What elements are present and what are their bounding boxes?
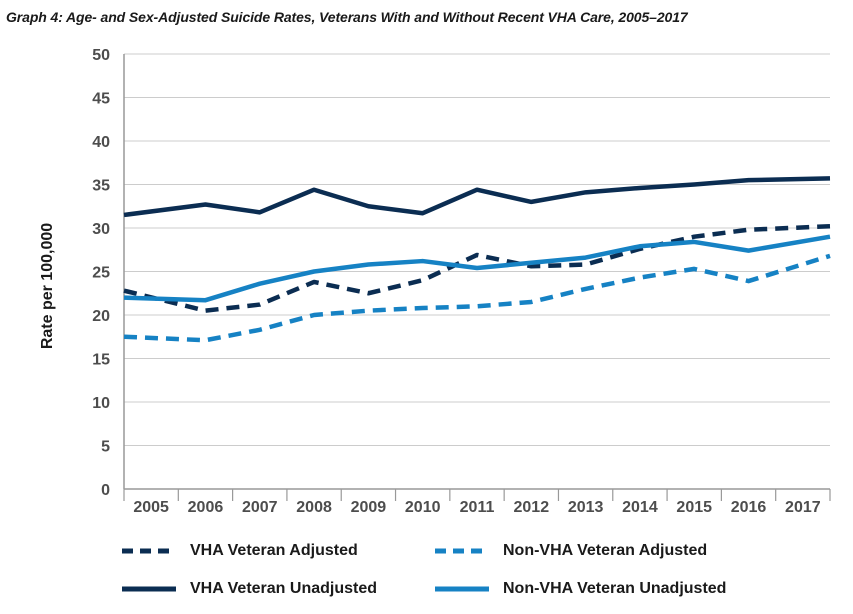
y-tick-label: 30	[92, 221, 110, 238]
x-tick-label: 2013	[568, 499, 604, 516]
legend-swatch-dashed-navy	[122, 548, 176, 554]
series-lines	[123, 176, 831, 343]
y-tick-label: 45	[92, 91, 110, 108]
legend-swatch-solid-navy	[122, 586, 176, 592]
legend-label: Non-VHA Veteran Adjusted	[503, 542, 708, 559]
x-tick-label: 2016	[731, 499, 767, 516]
y-tick-label: 15	[92, 352, 110, 369]
x-tick-label: 2006	[188, 499, 224, 516]
x-tick-label: 2017	[785, 499, 821, 516]
legend-item-vha-adjusted: VHA Veteran Adjusted	[120, 537, 358, 565]
y-tick-label: 20	[92, 308, 110, 325]
legend-label: Non-VHA Veteran Unadjusted	[503, 580, 727, 597]
y-tick-label: 35	[92, 178, 110, 195]
y-tick-label: 25	[92, 265, 110, 282]
legend-swatch-solid-blue	[435, 586, 489, 592]
y-tick-label: 50	[92, 47, 110, 64]
x-tick-label: 2011	[460, 499, 495, 516]
x-tick-label: 2008	[296, 499, 332, 516]
y-tick-label: 0	[101, 482, 110, 499]
x-tick-label: 2014	[622, 499, 658, 516]
x-tick-label: 2010	[405, 499, 441, 516]
x-tick-label: 2005	[133, 499, 169, 516]
y-axis-label: Rate per 100,000	[39, 223, 56, 349]
legend-item-non-vha-adjusted: Non-VHA Veteran Adjusted	[433, 537, 707, 565]
legend-label: VHA Veteran Adjusted	[190, 542, 358, 559]
legend-swatch-dashed-blue	[435, 548, 489, 554]
legend: VHA Veteran Adjusted Non-VHA Veteran Adj…	[120, 535, 820, 605]
y-tick-label: 10	[92, 395, 110, 412]
series-line-2	[123, 176, 831, 218]
series-line-0	[123, 224, 831, 313]
legend-item-non-vha-unadjusted: Non-VHA Veteran Unadjusted	[433, 575, 726, 603]
gridlines	[124, 53, 830, 446]
series-line-3	[123, 234, 831, 303]
x-tick-label: 2007	[242, 499, 278, 516]
axes	[123, 54, 831, 501]
x-tick-label: 2015	[676, 499, 712, 516]
legend-item-vha-unadjusted: VHA Veteran Unadjusted	[120, 575, 377, 603]
y-tick-label: 40	[92, 134, 110, 151]
chart-title: Graph 4: Age- and Sex-Adjusted Suicide R…	[6, 9, 688, 25]
legend-label: VHA Veteran Unadjusted	[190, 580, 378, 597]
series-line-1	[123, 253, 831, 343]
y-tick-label: 5	[101, 439, 110, 456]
x-tick-label: 2012	[514, 499, 550, 516]
tick-labels: 0 5 10 15 20 25 30 35 40 45 50 2005 2006 2007 2008 2009…	[92, 47, 821, 516]
x-tick-label: 2009	[351, 499, 387, 516]
